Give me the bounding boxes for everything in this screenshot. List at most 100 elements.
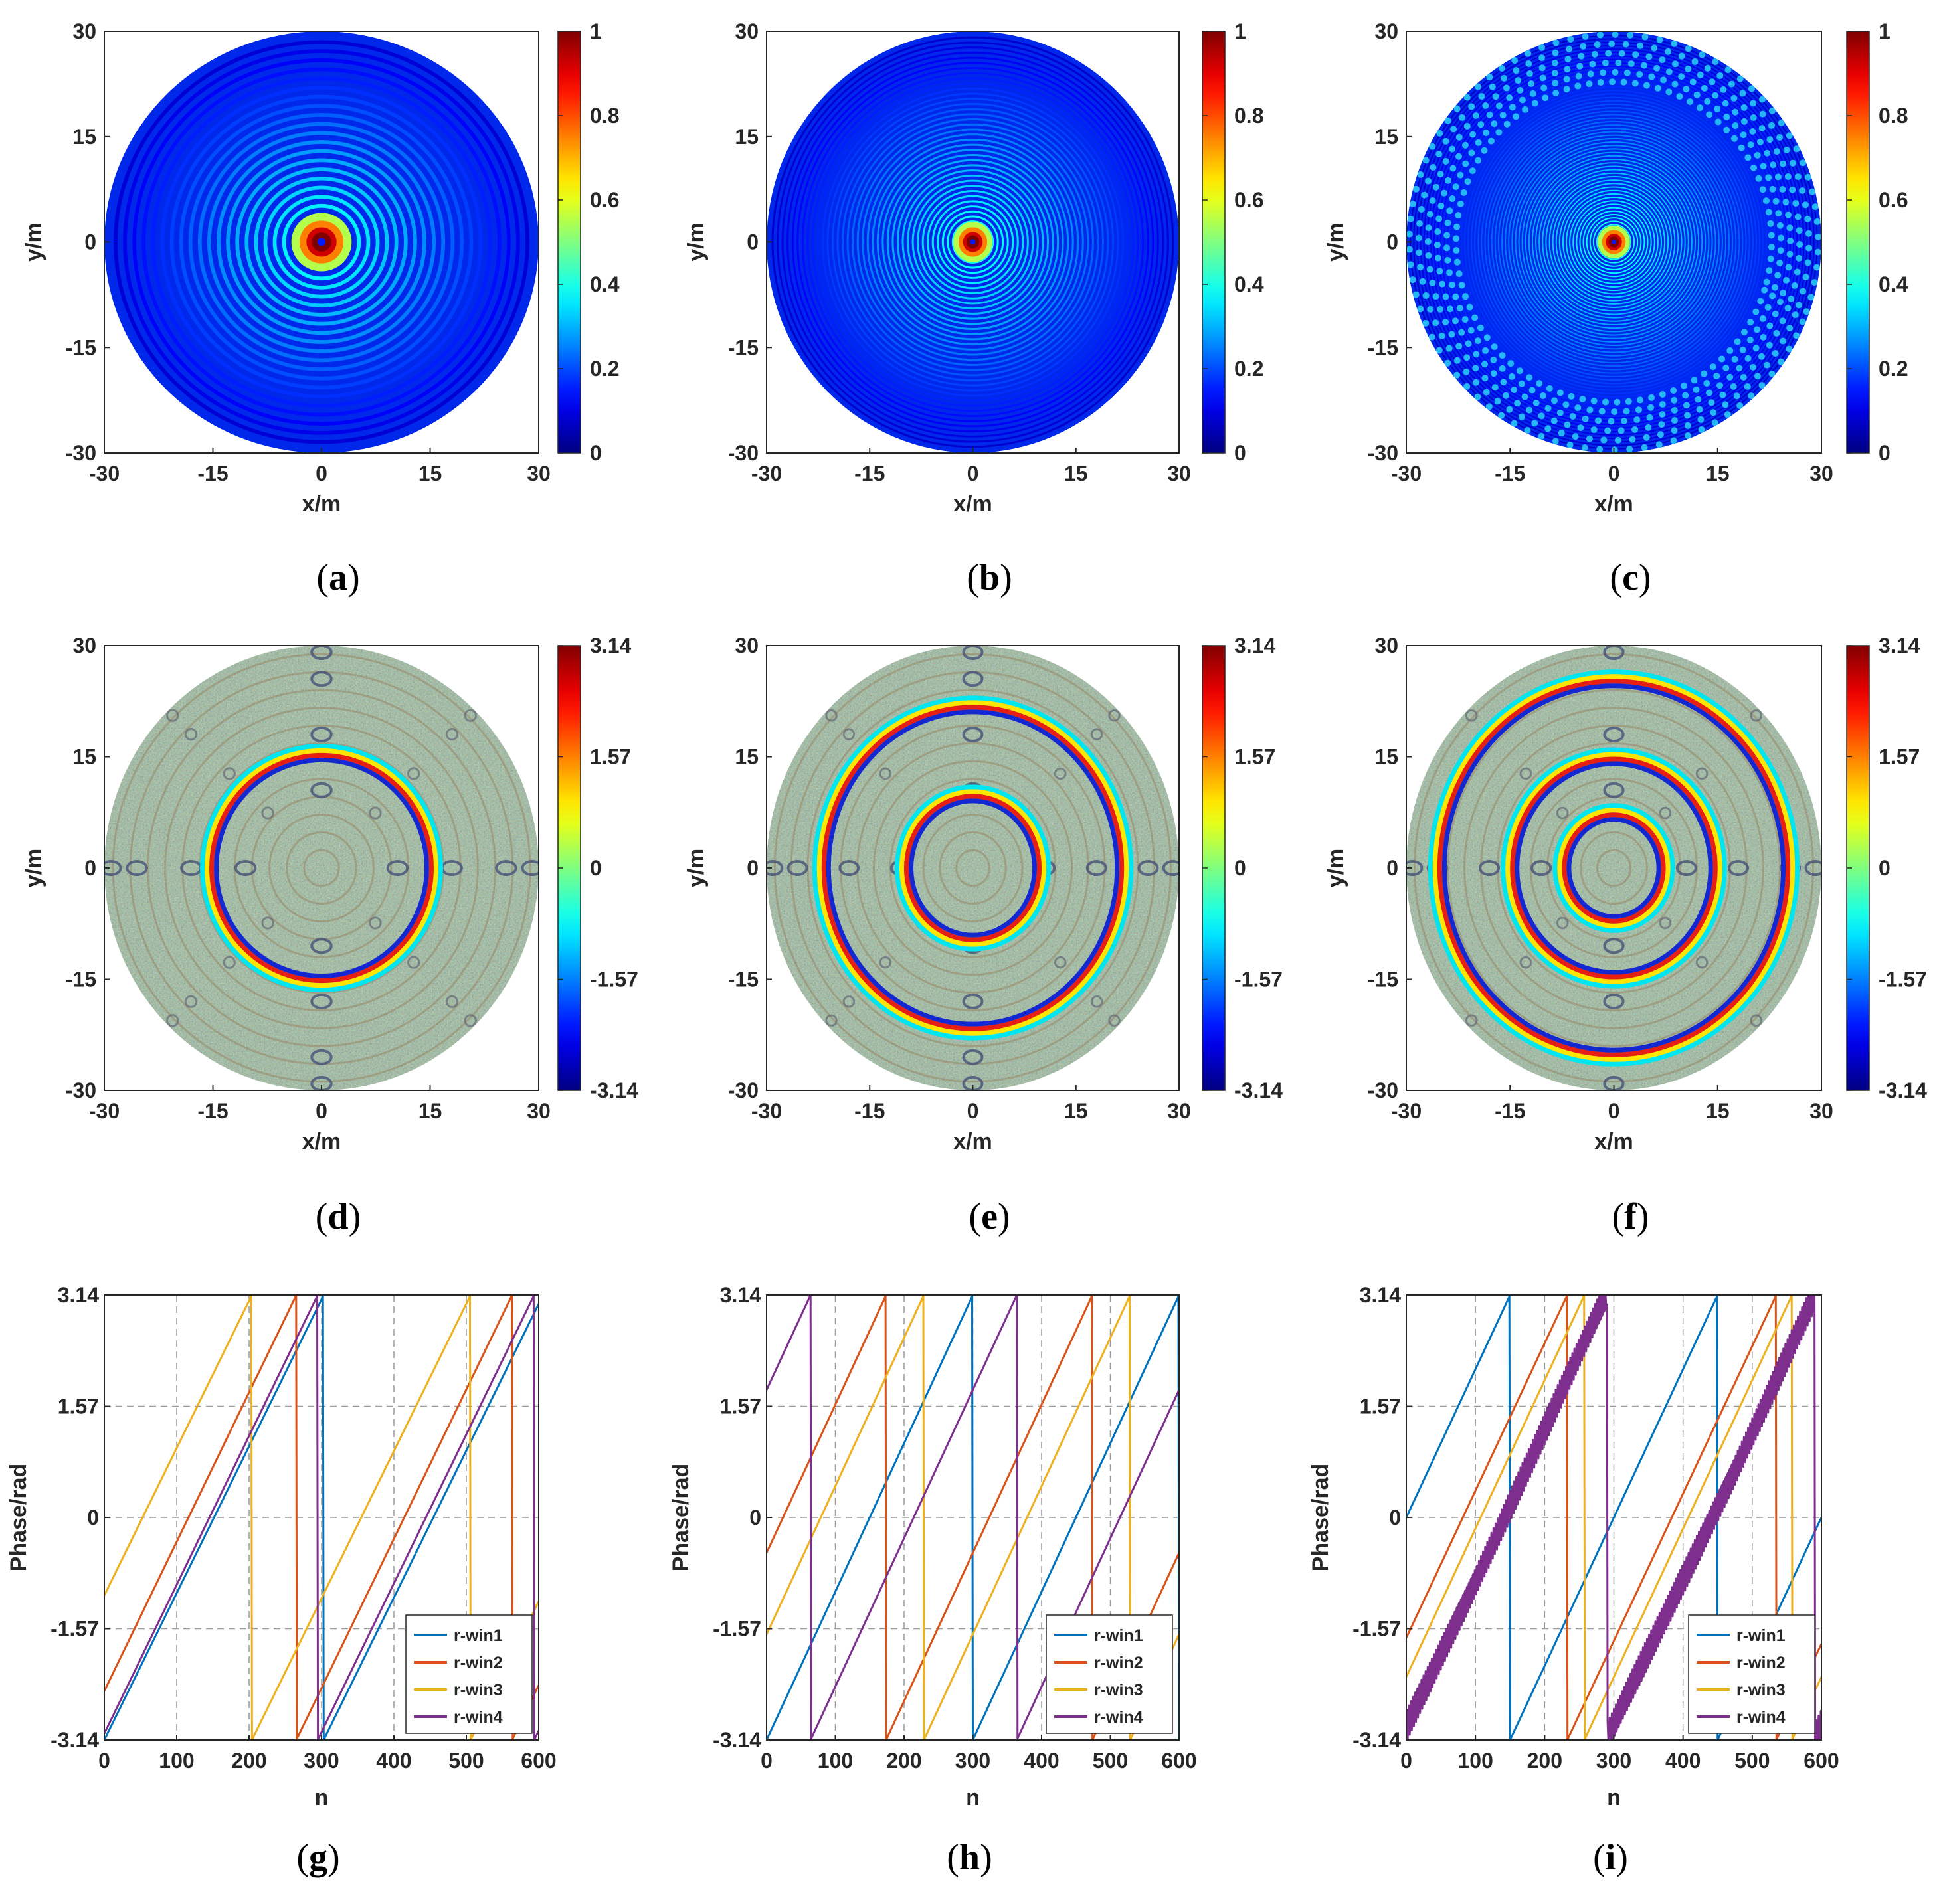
amplitude-ring	[1440, 65, 1788, 419]
phase-spot	[1695, 767, 1709, 780]
aliasing-cell	[1767, 220, 1774, 227]
aliasing-cell	[1685, 45, 1692, 52]
aliasing-cell	[1754, 326, 1761, 333]
aliasing-cell	[1766, 341, 1773, 349]
amplitude-ring	[1531, 158, 1697, 326]
phase-ring	[1501, 747, 1727, 989]
aliasing-cell	[1759, 110, 1766, 118]
aliasing-cell	[1589, 60, 1596, 68]
phase-spot	[962, 726, 984, 743]
x-tick-label: 30	[527, 1099, 551, 1123]
x-tick-label: 200	[1527, 1749, 1562, 1773]
y-tick-label: -15	[1368, 335, 1398, 359]
aliasing-cell	[1676, 93, 1683, 100]
phase-spot	[879, 767, 892, 780]
aliasing-cell	[1602, 59, 1609, 66]
aliasing-cell	[1449, 281, 1456, 288]
amplitude-ring	[1542, 169, 1686, 315]
phase-spot	[1108, 709, 1121, 722]
x-tick-label: 0	[1608, 1099, 1620, 1123]
aliasing-cell	[1446, 207, 1453, 215]
aliasing-cell	[1807, 294, 1815, 301]
aliasing-cell	[1780, 160, 1787, 167]
colorbar-tick-label: 0.6	[590, 188, 619, 212]
aliasing-cell	[1768, 122, 1775, 129]
amplitude-ring	[1423, 48, 1805, 436]
phase-spot	[1695, 956, 1709, 969]
amplitude-ring	[141, 67, 502, 417]
y-tick-label: -15	[728, 968, 759, 992]
x-tick-label: -30	[751, 462, 782, 485]
aliasing-cell	[1786, 325, 1794, 332]
aliasing-cell	[1778, 358, 1785, 365]
x-tick-label: 100	[818, 1749, 853, 1773]
phase-fringe	[303, 849, 340, 887]
colorbar-tick-label: -3.14	[1879, 1079, 1927, 1102]
aliasing-cell	[1425, 224, 1432, 232]
amplitude-ring	[951, 220, 994, 264]
x-tick-label: 0	[1400, 1749, 1412, 1773]
colorbar-tick-label: 3.14	[590, 634, 631, 657]
aliasing-cell	[1503, 84, 1510, 92]
aliasing-cell	[1716, 382, 1724, 389]
legend: r-win1 r-win2 r-win3 r-win4	[405, 1614, 533, 1734]
phase-spot	[1603, 726, 1625, 743]
aliasing-cell	[1778, 120, 1785, 127]
amplitude-ring	[947, 215, 999, 269]
y-tick-label: -3.14	[1352, 1728, 1401, 1752]
aliasing-cell	[1730, 383, 1737, 390]
x-axis-label: x/m	[953, 491, 992, 517]
aliasing-cell	[1437, 171, 1444, 178]
y-tick-label: 30	[735, 19, 759, 43]
aliasing-cell	[1552, 39, 1560, 46]
amplitude-ring	[263, 185, 380, 299]
aliasing-cell	[1407, 215, 1414, 222]
aliasing-cell	[1491, 384, 1499, 391]
aliasing-cell	[1453, 357, 1461, 364]
amplitude-ring	[901, 169, 1044, 315]
x-tick-label: 15	[1706, 1099, 1730, 1123]
aliasing-cell	[1455, 212, 1462, 219]
aliasing-cell	[1728, 80, 1735, 88]
y-tick-label: 15	[735, 745, 759, 769]
aliasing-cell	[1691, 377, 1698, 384]
phase-spot	[825, 1014, 838, 1027]
aliasing-cell	[1524, 426, 1531, 434]
aliasing-cell	[1646, 414, 1653, 421]
aliasing-cell	[1435, 215, 1443, 222]
aliasing-cell	[1436, 130, 1443, 137]
phase-spot	[310, 1049, 333, 1065]
aliasing-cell	[1582, 33, 1589, 40]
amplitude-ring	[927, 195, 1019, 290]
legend-entry: r-win3	[1094, 1681, 1143, 1699]
aliasing-cell	[1796, 227, 1803, 234]
aliasing-cell	[1436, 268, 1443, 275]
phase-ring	[1562, 812, 1666, 924]
y-tick-label: 15	[1374, 125, 1398, 149]
aliasing-cell	[1739, 90, 1746, 97]
x-tick-label: 15	[1064, 462, 1088, 485]
aliasing-cell	[1569, 412, 1576, 420]
aliasing-cell	[1428, 333, 1435, 341]
phase-spot	[310, 993, 333, 1010]
panel-label-close-paren: )	[327, 1837, 340, 1878]
aliasing-cell	[1739, 346, 1746, 353]
aliasing-cell	[1538, 44, 1546, 51]
x-tick-label: 100	[1457, 1749, 1493, 1773]
aliasing-cell	[1706, 389, 1713, 396]
aliasing-cell	[1452, 293, 1459, 300]
phase-spot	[464, 1014, 477, 1027]
legend-entry: r-win2	[1094, 1654, 1143, 1672]
aliasing-cell	[1627, 60, 1635, 67]
aliasing-cell	[1474, 393, 1481, 400]
aliasing-cell	[1648, 73, 1655, 80]
aliasing-cell	[1506, 94, 1513, 102]
colorbar-tick-label: 0.8	[1879, 104, 1908, 128]
y-tick-label: -3.14	[50, 1728, 99, 1752]
x-tick-label: 300	[955, 1749, 990, 1773]
aliasing-cell	[1748, 85, 1755, 92]
aliasing-cell	[1449, 145, 1456, 153]
aliasing-cell	[1475, 139, 1482, 146]
aliasing-cell	[1516, 367, 1523, 375]
